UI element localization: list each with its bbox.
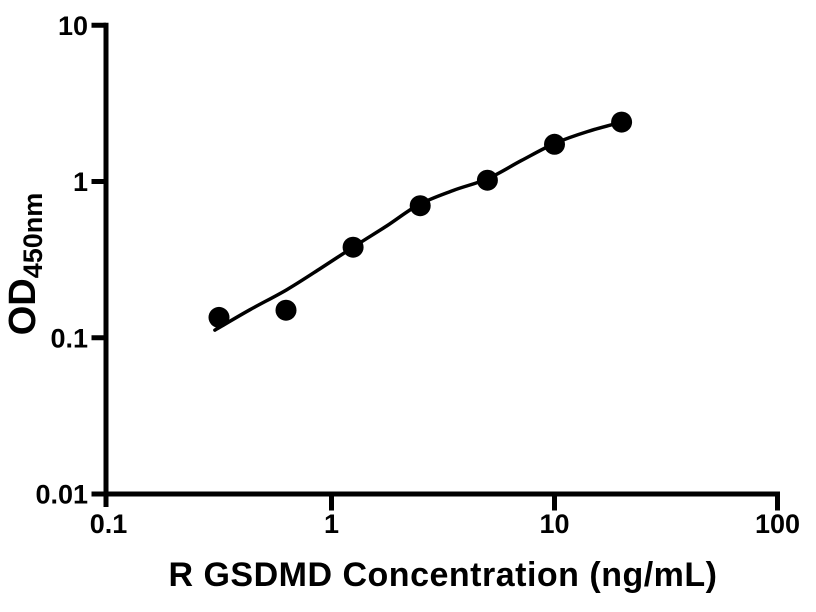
- y-axis-title-text: OD: [2, 278, 44, 336]
- y-axis-title-subscript: 450nm: [18, 192, 48, 279]
- x-axis-title: R GSDMD Concentration (ng/mL): [168, 556, 718, 594]
- x-tick-label: 0.1: [90, 509, 128, 539]
- y-tick-label: 10: [58, 11, 88, 41]
- data-point: [409, 195, 431, 217]
- data-point: [611, 111, 633, 133]
- data-point: [208, 306, 230, 328]
- data-point: [544, 133, 565, 155]
- data-point: [476, 169, 498, 191]
- data-point: [342, 236, 364, 258]
- x-tick-label: 100: [755, 509, 800, 539]
- x-tick-label: 1: [324, 509, 339, 539]
- y-tick-label: 0.01: [35, 480, 88, 510]
- x-tick-label: 10: [539, 509, 569, 539]
- y-tick-label: 1: [73, 167, 88, 197]
- y-axis-title: OD450nm: [1, 193, 55, 336]
- y-tick-label: 0.1: [50, 323, 88, 353]
- data-point: [275, 299, 297, 321]
- fitted-curve: [213, 120, 624, 332]
